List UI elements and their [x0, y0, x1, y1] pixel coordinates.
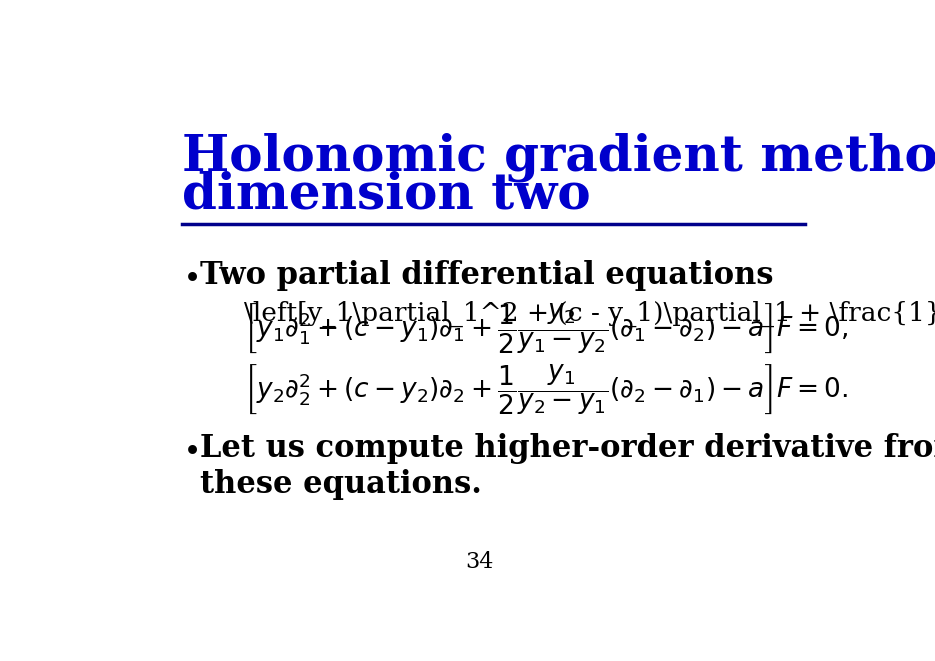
Text: these equations.: these equations. [200, 469, 482, 500]
Text: $\bullet$: $\bullet$ [182, 260, 198, 291]
Text: 34: 34 [465, 551, 494, 573]
Text: Let us compute higher-order derivative from: Let us compute higher-order derivative f… [200, 433, 935, 464]
Text: Holonomic gradient method for: Holonomic gradient method for [182, 133, 935, 182]
Text: Two partial differential equations: Two partial differential equations [200, 260, 773, 291]
Text: $\bullet$: $\bullet$ [182, 433, 198, 464]
Text: $\left[y_2\partial_2^2 + (c - y_2)\partial_2 + \dfrac{1}{2}\dfrac{y_1}{y_2 - y_1: $\left[y_2\partial_2^2 + (c - y_2)\parti… [244, 362, 848, 417]
Text: dimension two: dimension two [182, 171, 591, 220]
Text: $\left[y_1\partial_1^2 + (c - y_1)\partial_1 + \dfrac{1}{2}\dfrac{y_2}{y_1 - y_2: $\left[y_1\partial_1^2 + (c - y_1)\parti… [244, 301, 848, 356]
Text: \left[y_1\partial_1^2 + (c - y_1)\partial_1 + \frac{1}{2}\frac{y_2}{y_1 - y_2}(\: \left[y_1\partial_1^2 + (c - y_1)\partia… [244, 301, 935, 327]
